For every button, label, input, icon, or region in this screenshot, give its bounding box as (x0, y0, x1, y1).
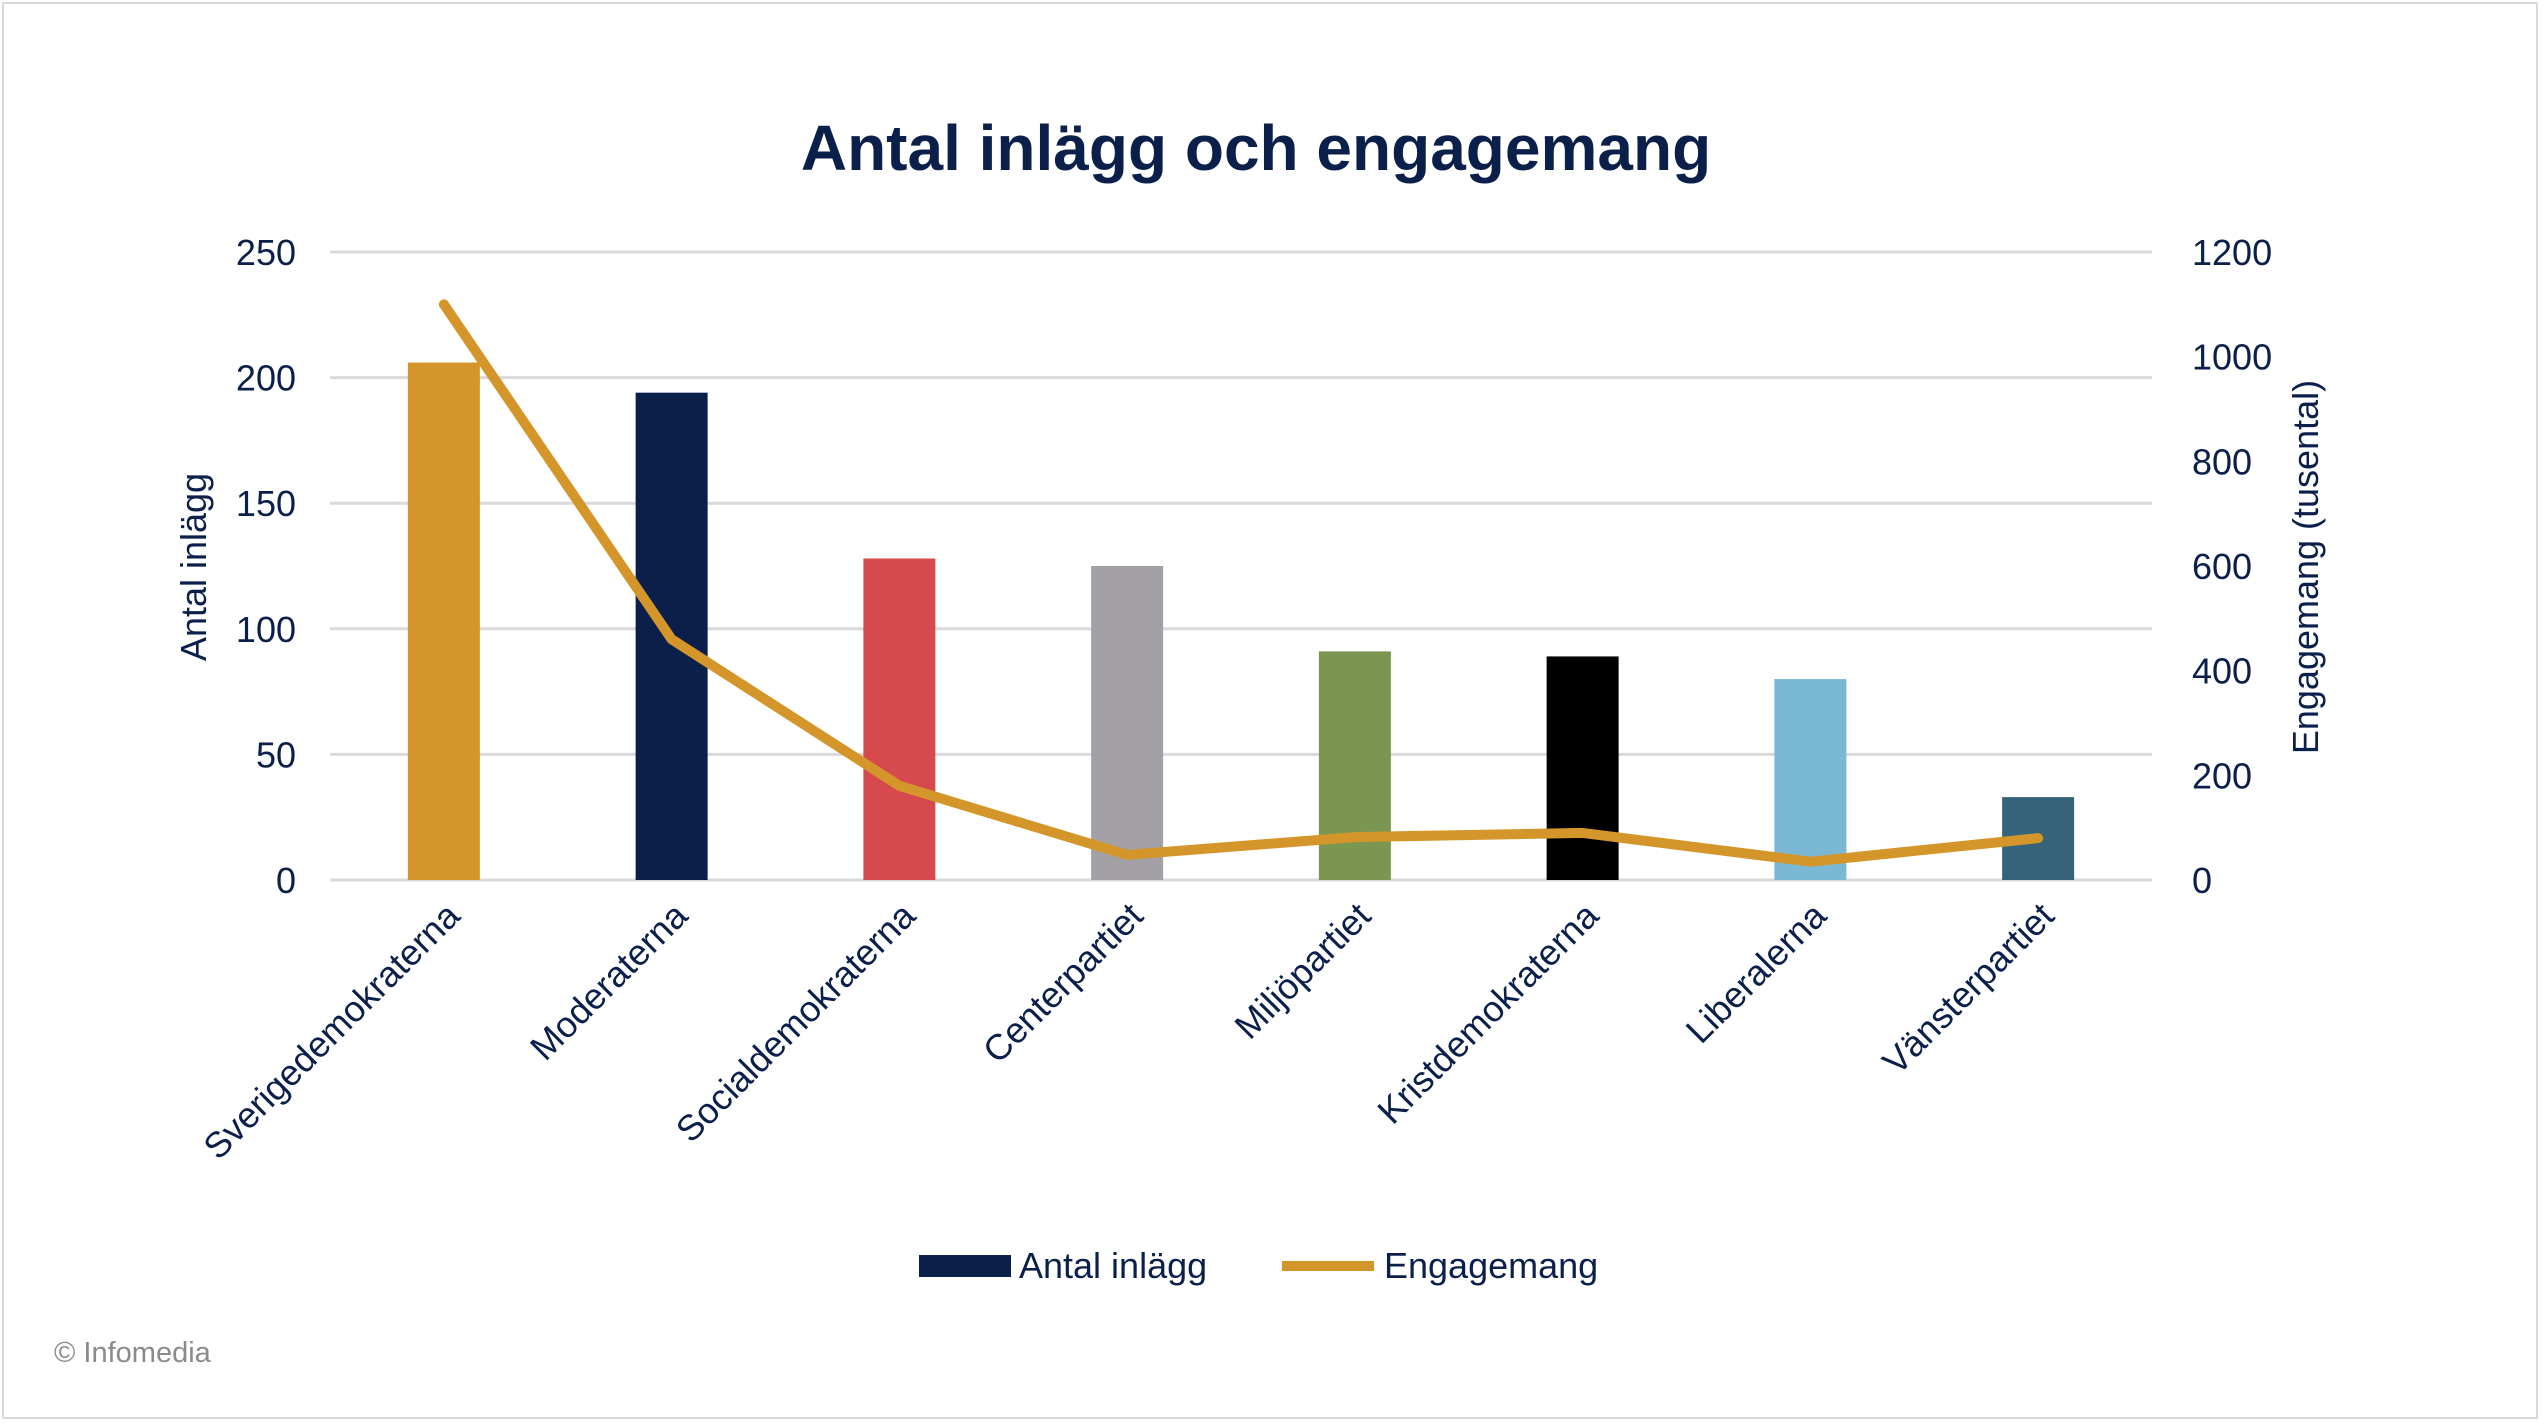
y-right-tick-label: 1000 (2192, 337, 2272, 378)
y-left-tick-label: 150 (236, 483, 296, 524)
x-tick-labels: Sverigedemokraterna ModeraternaSocialdemo… (195, 894, 2062, 1167)
y-right-tick-label: 400 (2192, 651, 2252, 692)
bar (1546, 656, 1619, 880)
y-right-tick-label: 1200 (2192, 232, 2272, 273)
engagement-line (438, 299, 2044, 867)
bar (407, 362, 480, 880)
y-right-tick-label: 200 (2192, 755, 2252, 796)
y-right-tick-label: 800 (2192, 441, 2252, 482)
bar (1318, 651, 1391, 880)
legend: Antal inlägg Engagemang (919, 1245, 1598, 1286)
y-left-ticks: 0 50 100 150 200 250 (236, 232, 296, 901)
x-tick-label: Moderaterna (522, 894, 696, 1068)
y-right-tick-label: 0 (2192, 860, 2212, 901)
legend-swatch-bars (919, 1255, 1011, 1277)
y-left-tick-label: 0 (276, 860, 296, 901)
y-right-label: Engagemang (tusental) (2285, 380, 2326, 754)
line-series (438, 299, 2044, 867)
y-left-tick-label: 100 (236, 609, 296, 650)
x-tick-label: Centerpartiet (975, 895, 1151, 1071)
x-tick-label: Socialdemokraterna (668, 894, 924, 1150)
bar (1091, 566, 1164, 880)
grid (330, 250, 2152, 882)
bar (1774, 679, 1847, 880)
y-right-ticks: 0 200 400 600 800 1000 1200 (2192, 232, 2272, 901)
bar (863, 558, 936, 880)
chart: Antal inlägg och engagemang 0 50 100 150 200… (173, 112, 2326, 1286)
y-left-tick-label: 200 (236, 358, 296, 399)
y-left-tick-label: 50 (256, 734, 296, 775)
copyright-notice: © Infomedia (54, 1337, 211, 1369)
x-tick-label: Miljöpartiet (1226, 895, 1378, 1047)
bars (407, 362, 2075, 880)
legend-label-bars: Antal inlägg (1019, 1245, 1207, 1286)
x-tick-label: Sverigedemokraterna (195, 894, 468, 1167)
legend-label-line: Engagemang (1384, 1245, 1598, 1286)
x-tick-label: Vänsterpartiet (1874, 895, 2061, 1082)
y-left-label: Antal inlägg (173, 473, 214, 661)
x-tick-label: Kristdemokraterna (1369, 894, 1607, 1132)
chart-title: Antal inlägg och engagemang (801, 112, 1711, 184)
y-right-tick-label: 600 (2192, 546, 2252, 587)
x-tick-label: Liberalerna (1678, 894, 1835, 1051)
y-left-tick-label: 250 (236, 232, 296, 273)
